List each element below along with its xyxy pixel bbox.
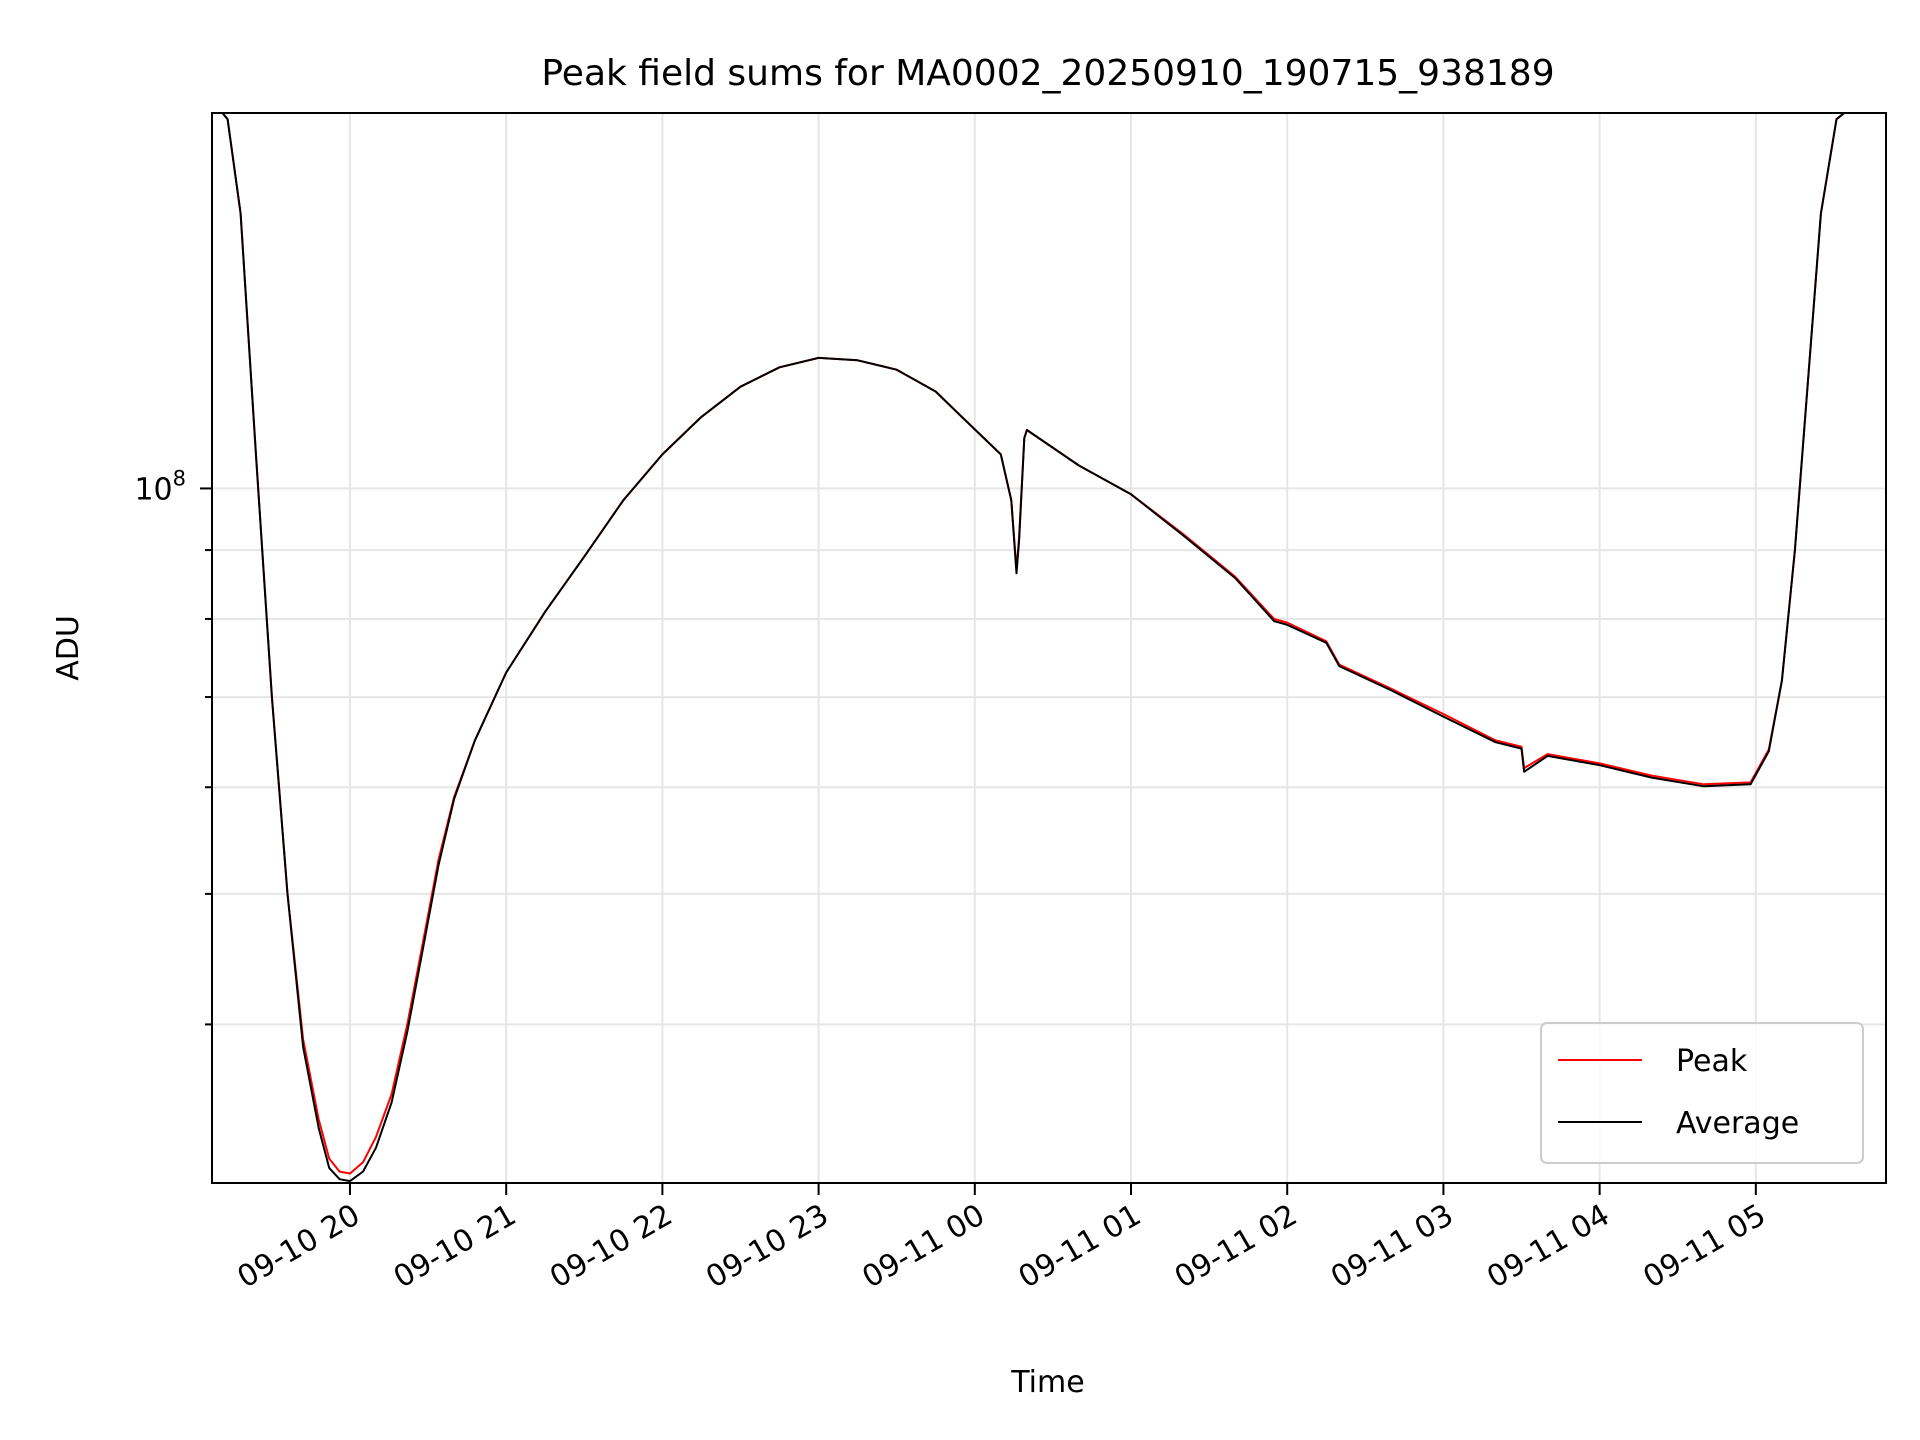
legend-label-average: Average [1676, 1106, 1799, 1141]
y-tick-exponent: 8 [173, 466, 186, 490]
chart-title: Peak field sums for MA0002_20250910_1907… [541, 53, 1554, 94]
legend-box [1540, 1022, 1864, 1164]
legend: Peak Average [1540, 1022, 1864, 1164]
series-line-average [221, 113, 1886, 1183]
x-axis-label: Time [1010, 1365, 1084, 1400]
legend-label-peak: Peak [1676, 1044, 1748, 1079]
y-tick-label: 108 [134, 466, 186, 507]
y-tick-base: 10 [134, 472, 172, 507]
y-axis-label: ADU [51, 615, 86, 681]
series-lines [221, 113, 1886, 1183]
y-axis-ticks: 108 [134, 466, 212, 1026]
plot-frame [211, 112, 1887, 1184]
